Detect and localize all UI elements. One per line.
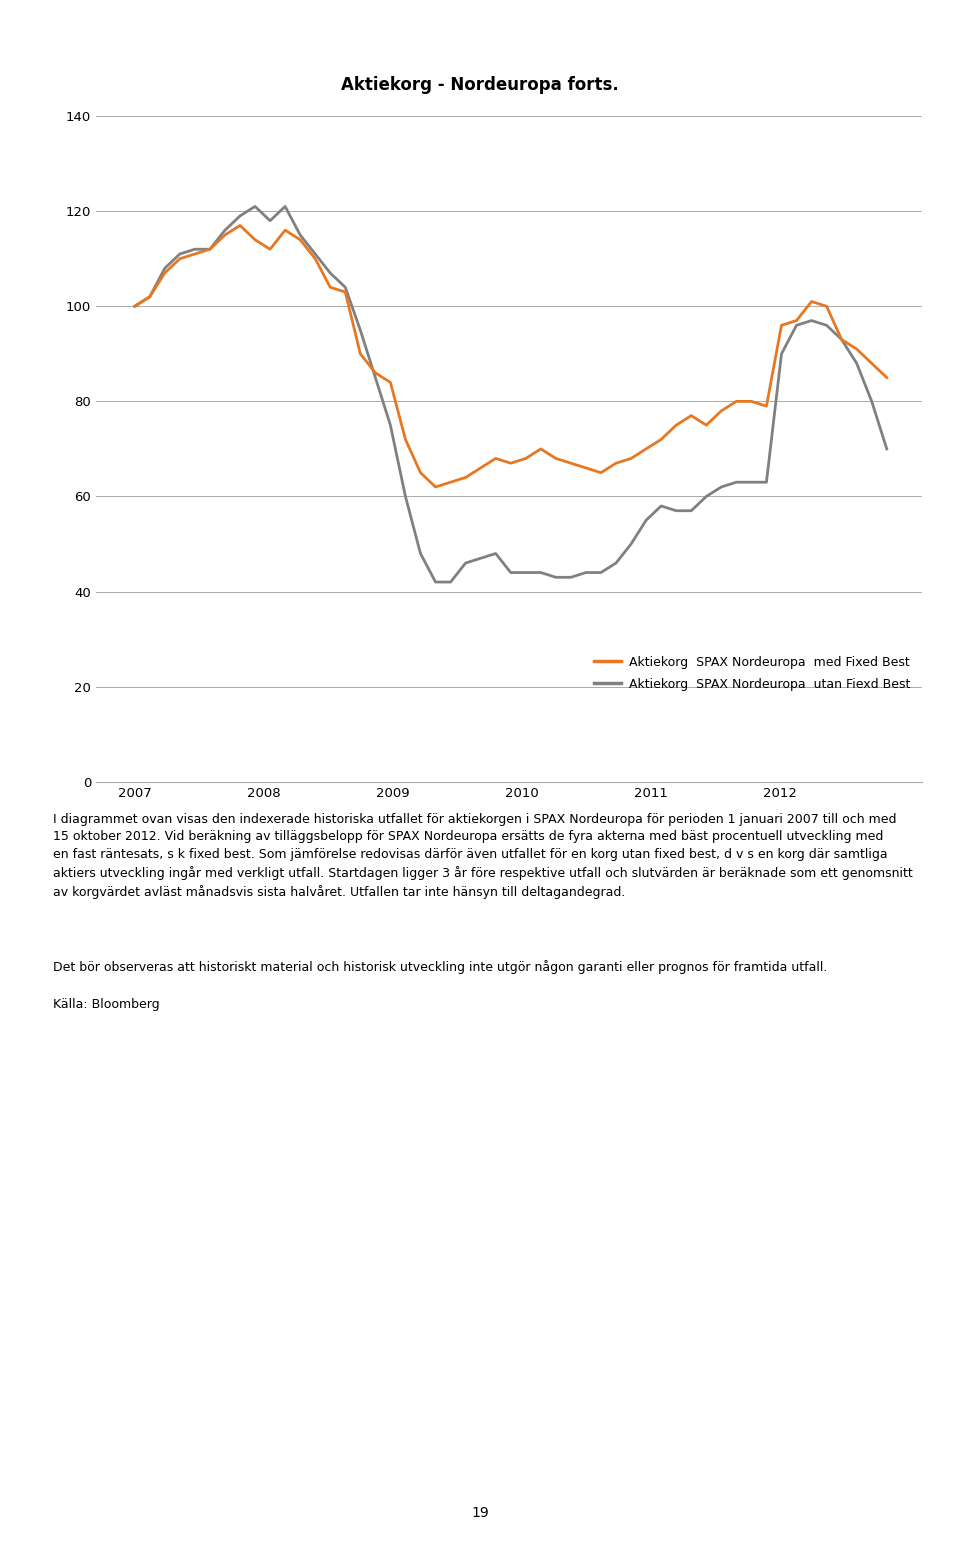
Text: Aktiekorg - Nordeuropa forts.: Aktiekorg - Nordeuropa forts.: [341, 76, 619, 94]
Text: Det bör observeras att historiskt material och historisk utveckling inte utgör n: Det bör observeras att historiskt materi…: [53, 960, 828, 974]
Text: I diagrammet ovan visas den indexerade historiska utfallet för aktiekorgen i SPA: I diagrammet ovan visas den indexerade h…: [53, 813, 913, 898]
Legend: Aktiekorg  SPAX Nordeuropa  med Fixed Best, Aktiekorg  SPAX Nordeuropa  utan Fie: Aktiekorg SPAX Nordeuropa med Fixed Best…: [589, 650, 915, 695]
Text: 19: 19: [471, 1506, 489, 1520]
Text: Källa: Bloomberg: Källa: Bloomberg: [53, 998, 159, 1011]
